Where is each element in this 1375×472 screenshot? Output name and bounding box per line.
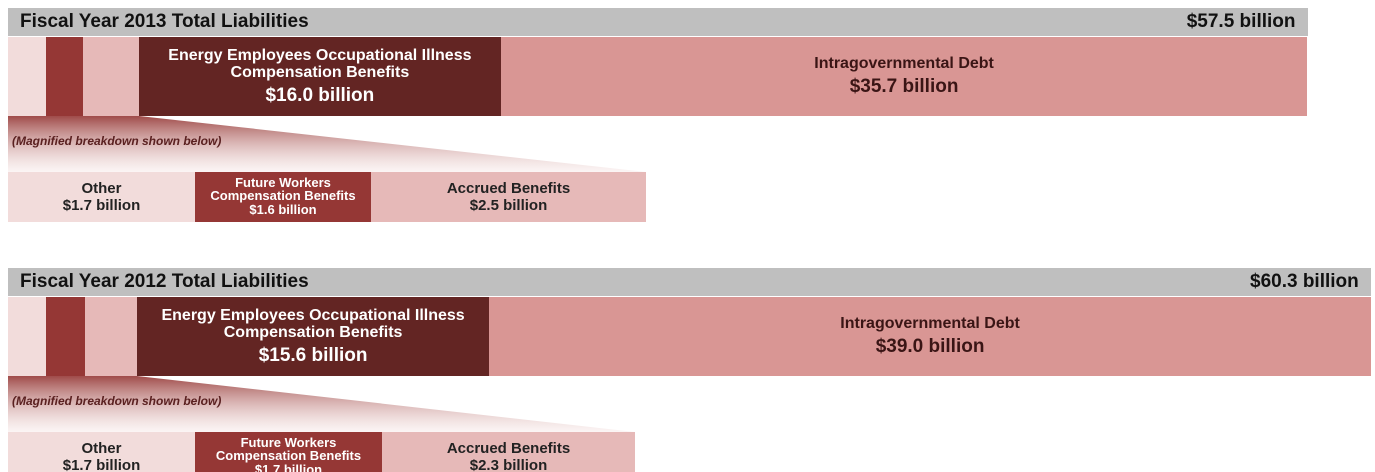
bar-segment — [8, 37, 47, 116]
breakdown-value: $1.7 billion — [62, 197, 141, 214]
bar-segment: Intragovernmental Debt $35.7 billion — [500, 37, 1308, 116]
bar-segment — [46, 37, 83, 116]
total-label: $60.3 billion — [1250, 271, 1359, 292]
magnify-funnel — [8, 376, 635, 432]
breakdown-value: $1.7 billion — [62, 457, 141, 472]
bar-segment: Intragovernmental Debt $39.0 billion — [489, 297, 1371, 376]
segment-label: Energy Employees Occupational Illness Co… — [168, 46, 472, 81]
breakdown-value: $2.5 billion — [469, 197, 548, 214]
breakdown-segment: Other $1.7 billion — [8, 172, 195, 222]
breakdown-label: Future Workers Compensation Benefits — [215, 435, 362, 463]
segment-value: $35.7 billion — [849, 76, 959, 97]
segment-value: $39.0 billion — [875, 336, 985, 357]
note: (Magnified breakdown shown below) — [12, 394, 222, 408]
bar-segment: Energy Employees Occupational Illness Co… — [139, 37, 501, 116]
segment-value: $16.0 billion — [265, 84, 375, 106]
segment-label: Energy Employees Occupational Illness Co… — [161, 306, 465, 341]
breakdown-segment: Other $1.7 billion — [8, 432, 195, 472]
bar-segment: Energy Employees Occupational Illness Co… — [136, 297, 490, 376]
segment-label: Intragovernmental Debt — [840, 315, 1020, 332]
bar-segment — [82, 37, 140, 116]
breakdown-label: Accrued Benefits — [446, 180, 571, 197]
breakdown-label: Other — [81, 440, 122, 457]
header-bar: Fiscal Year 2012 Total Liabilities $60.3 … — [8, 268, 1371, 296]
breakdown-value: $2.3 billion — [469, 457, 548, 472]
note: (Magnified breakdown shown below) — [12, 134, 222, 148]
breakdown-label: Future Workers Compensation Benefits — [210, 175, 356, 203]
bar-segment — [84, 297, 137, 376]
title: Fiscal Year 2013 Total Liabilities — [20, 11, 309, 32]
breakdown-segment: Accrued Benefits $2.3 billion — [382, 432, 635, 472]
breakdown-segment: Accrued Benefits $2.5 billion — [371, 172, 646, 222]
segment-label: Intragovernmental Debt — [814, 55, 994, 72]
title: Fiscal Year 2012 Total Liabilities — [20, 271, 309, 292]
breakdown-segment: Future Workers Compensation Benefits $1.6… — [195, 172, 371, 222]
bar-segment — [8, 297, 47, 376]
bar-segment — [46, 297, 85, 376]
breakdown-label: Other — [81, 180, 122, 197]
breakdown-value: $1.6 billion — [249, 202, 317, 217]
segment-value: $15.6 billion — [258, 344, 368, 366]
breakdown-segment: Future Workers Compensation Benefits $1.7… — [195, 432, 382, 472]
total-label: $57.5 billion — [1186, 11, 1296, 32]
magnify-funnel — [8, 116, 646, 172]
header-bar: Fiscal Year 2013 Total Liabilities $57.5 … — [8, 8, 1308, 36]
breakdown-label: Accrued Benefits — [446, 440, 571, 457]
breakdown-value: $1.7 billion — [254, 462, 323, 472]
